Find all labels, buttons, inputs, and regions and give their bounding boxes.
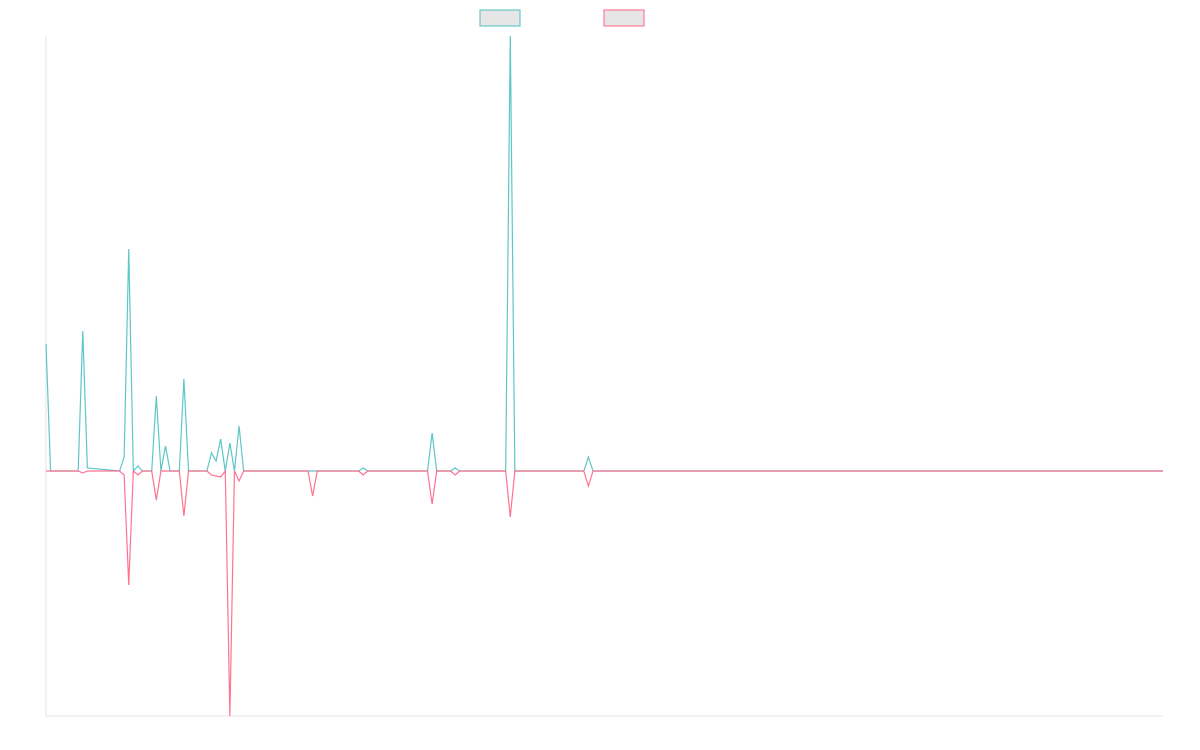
legend-swatch (479, 9, 521, 27)
legend-swatch (603, 9, 645, 27)
series-line (45, 35, 1163, 473)
series-line (46, 469, 1163, 717)
